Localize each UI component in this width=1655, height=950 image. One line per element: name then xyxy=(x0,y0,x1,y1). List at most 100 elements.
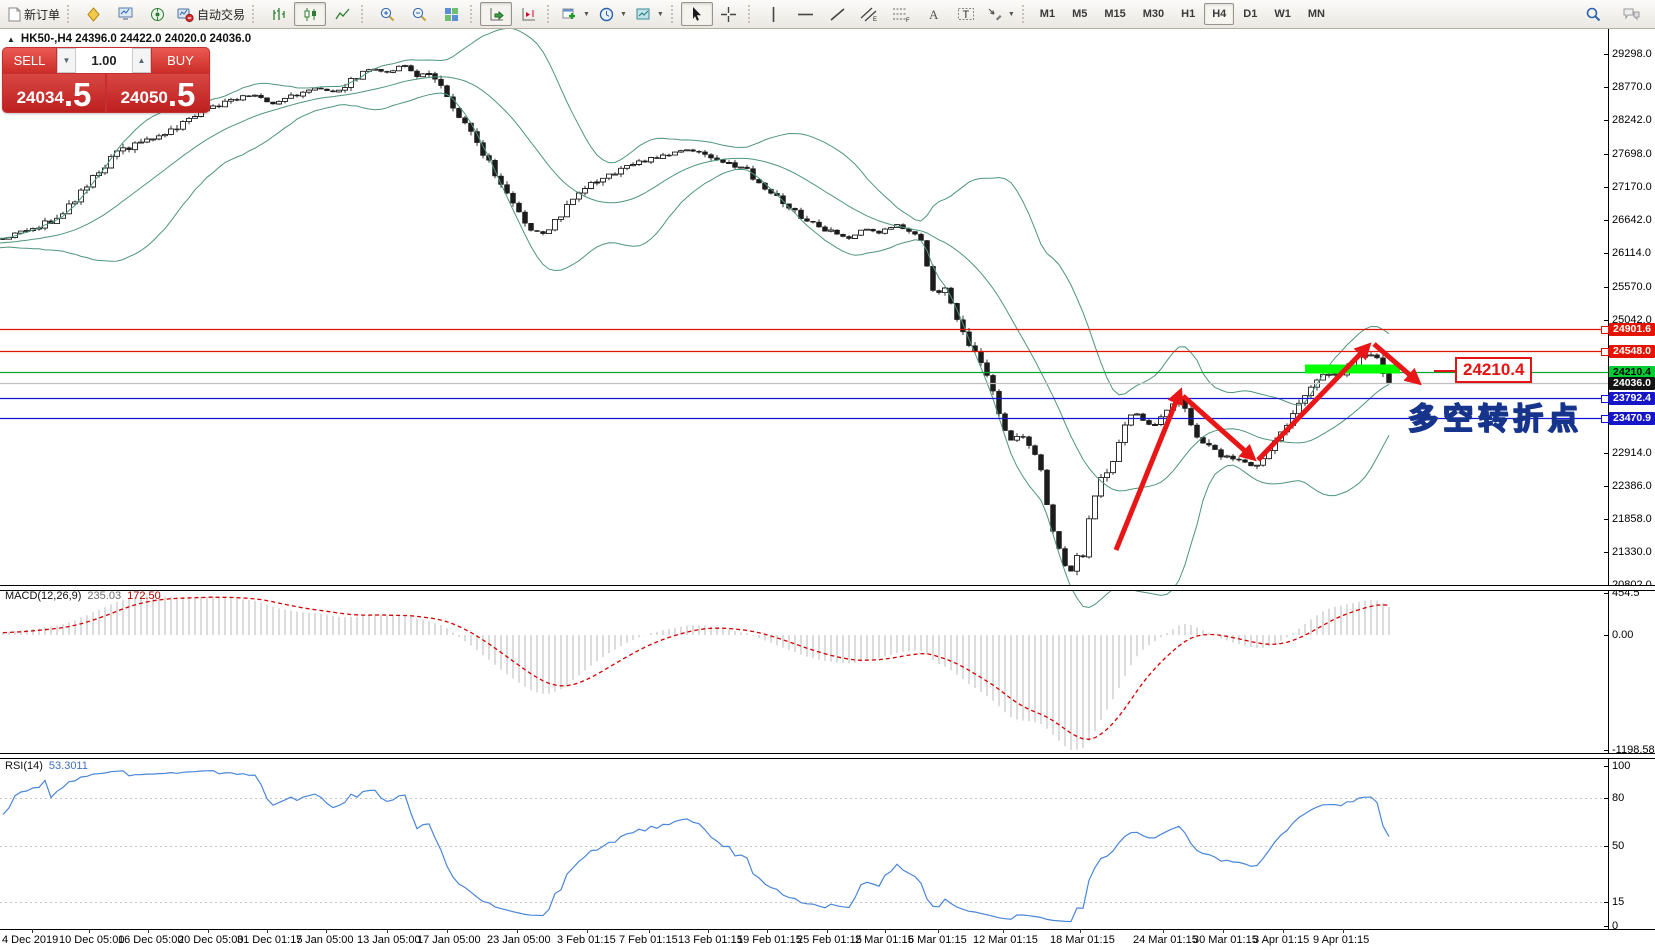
trend-arrow[interactable] xyxy=(1256,342,1372,462)
volume-down-button[interactable]: ▼ xyxy=(57,48,76,73)
chat-button[interactable] xyxy=(1615,2,1647,26)
channel-tool-button[interactable]: E xyxy=(854,2,886,26)
price-tick-21858.0: 21858.0 xyxy=(1612,513,1652,525)
timeframe-m5[interactable]: M5 xyxy=(1072,8,1088,20)
text-label-icon: T xyxy=(957,8,974,21)
bar-chart-button[interactable] xyxy=(262,2,294,26)
tile-windows-button[interactable] xyxy=(435,2,467,26)
zoom-out-button[interactable] xyxy=(403,2,435,26)
chart-shift-button[interactable] xyxy=(512,2,544,26)
svg-text:A: A xyxy=(929,7,939,22)
turning-point-label[interactable]: 多空转折点 xyxy=(1407,402,1583,436)
time-tick: 10 Dec 05:00 xyxy=(59,934,125,946)
time-tick: 9 Apr 01:15 xyxy=(1313,934,1370,946)
macd-pane-splitter[interactable] xyxy=(0,585,1655,591)
buy-button[interactable]: BUY xyxy=(152,48,209,73)
timeframe-m30[interactable]: M30 xyxy=(1142,8,1165,20)
level-anchor-square xyxy=(1601,395,1609,403)
timeframe-group: M1 M5 M15 M30 H1 H4 D1 W1 MN xyxy=(1032,3,1333,25)
profiles-button[interactable] xyxy=(77,2,109,26)
time-tick: 12 Mar 01:15 xyxy=(973,934,1038,946)
toolbar-grip xyxy=(547,5,553,23)
price-tick-28242.0: 28242.0 xyxy=(1612,114,1652,126)
price-tick-28770.0: 28770.0 xyxy=(1612,81,1652,93)
market-watch-button[interactable] xyxy=(109,2,141,26)
line-chart-icon xyxy=(334,8,350,19)
timeframe-w1[interactable]: W1 xyxy=(1274,8,1291,20)
rsi-label: RSI(14) 53.3011 xyxy=(5,760,88,772)
bollinger-lower[interactable] xyxy=(0,92,1390,609)
time-tick: 4 Dec 2019 xyxy=(2,934,59,946)
label-tool-button[interactable]: T xyxy=(950,2,982,26)
timeframe-m1[interactable]: M1 xyxy=(1039,8,1056,20)
macd-signal-line[interactable] xyxy=(2,596,1390,740)
price-callout[interactable]: 24210.4 xyxy=(1455,357,1533,383)
rsi-line[interactable] xyxy=(2,769,1390,923)
crosshair-tool-button[interactable] xyxy=(713,2,745,26)
rsi-tick-80: 80 xyxy=(1612,792,1625,804)
bar-chart-icon xyxy=(272,7,285,20)
clock-icon xyxy=(599,7,614,21)
bollinger-middle[interactable] xyxy=(0,76,1390,492)
sell-button[interactable]: SELL xyxy=(3,48,56,73)
buy-price[interactable]: 24050 .5 xyxy=(107,74,209,112)
search-button[interactable] xyxy=(1577,2,1609,26)
time-tick: 25 Feb 01:15 xyxy=(797,934,862,946)
svg-text:F: F xyxy=(906,18,910,23)
timeframe-h4[interactable]: H4 xyxy=(1204,3,1235,25)
period-button[interactable]: ▼ xyxy=(594,2,631,26)
crosshair-icon xyxy=(721,6,737,22)
auto-scroll-button[interactable] xyxy=(480,2,513,26)
candlestick-chart-icon xyxy=(304,7,316,21)
price-tick-21330.0: 21330.0 xyxy=(1612,546,1652,558)
candle-wicks xyxy=(2,64,1390,576)
shapes-tool-button[interactable]: ▼ xyxy=(982,2,1019,26)
text-tool-button[interactable]: A xyxy=(918,2,950,26)
zoom-in-button[interactable] xyxy=(371,2,403,26)
vertical-line-tool-button[interactable] xyxy=(758,2,790,26)
price-badge-24036.0: 24036.0 xyxy=(1609,377,1655,390)
timeframe-m15[interactable]: M15 xyxy=(1104,8,1126,20)
price-badge-23792.4: 23792.4 xyxy=(1609,392,1655,405)
new-order-button[interactable]: 新订单 xyxy=(4,2,64,26)
trend-arrow[interactable] xyxy=(1372,342,1422,386)
new-order-label: 新订单 xyxy=(24,7,61,22)
trendline-tool-button[interactable] xyxy=(822,2,854,26)
data-window-icon xyxy=(150,7,164,21)
green-highlight-band[interactable] xyxy=(1305,364,1400,374)
timeframe-d1[interactable]: D1 xyxy=(1243,8,1258,20)
volume-stepper: ▼ 1.00 ▲ xyxy=(57,48,151,73)
new-chart-button[interactable]: ▼ xyxy=(557,2,594,26)
volume-up-button[interactable]: ▲ xyxy=(132,48,151,73)
price-badge-24901.6: 24901.6 xyxy=(1609,323,1655,336)
rsi-tick-50: 50 xyxy=(1612,840,1625,852)
arrows-shapes-icon xyxy=(988,8,1002,20)
bollinger-upper[interactable] xyxy=(0,27,1390,406)
time-tick: 16 Dec 05:00 xyxy=(118,934,184,946)
templates-button[interactable]: ▼ xyxy=(631,2,668,26)
volume-value[interactable]: 1.00 xyxy=(76,48,132,73)
data-window-button[interactable] xyxy=(141,2,173,26)
sell-price[interactable]: 24034 .5 xyxy=(3,74,105,112)
trend-arrow[interactable] xyxy=(1181,394,1257,462)
rsi-pane-splitter[interactable] xyxy=(0,753,1655,759)
fibonacci-tool-button[interactable]: F xyxy=(886,2,918,26)
trend-arrow[interactable] xyxy=(1113,387,1184,551)
line-chart-button[interactable] xyxy=(326,2,358,26)
macd-value: 235.03 xyxy=(87,590,122,602)
horizontal-line-tool-button[interactable] xyxy=(790,2,822,26)
time-tick: 13 Jan 05:00 xyxy=(357,934,421,946)
timeframe-h1[interactable]: H1 xyxy=(1181,8,1196,20)
toolbar-grip xyxy=(747,5,754,23)
cursor-tool-button[interactable] xyxy=(680,2,713,26)
vertical-line-icon xyxy=(773,6,775,22)
candlestick-chart-button[interactable] xyxy=(294,2,327,26)
auto-trading-button[interactable]: 自动交易 xyxy=(173,2,249,26)
time-tick: 24 Mar 01:15 xyxy=(1133,934,1198,946)
timeframe-mn[interactable]: MN xyxy=(1307,8,1325,20)
collapse-arrow-icon[interactable]: ▲ xyxy=(7,34,15,44)
rsi-name: RSI(14) xyxy=(5,760,43,772)
price-badge-24548.0: 24548.0 xyxy=(1609,345,1655,358)
toolbar-grip xyxy=(470,5,476,23)
